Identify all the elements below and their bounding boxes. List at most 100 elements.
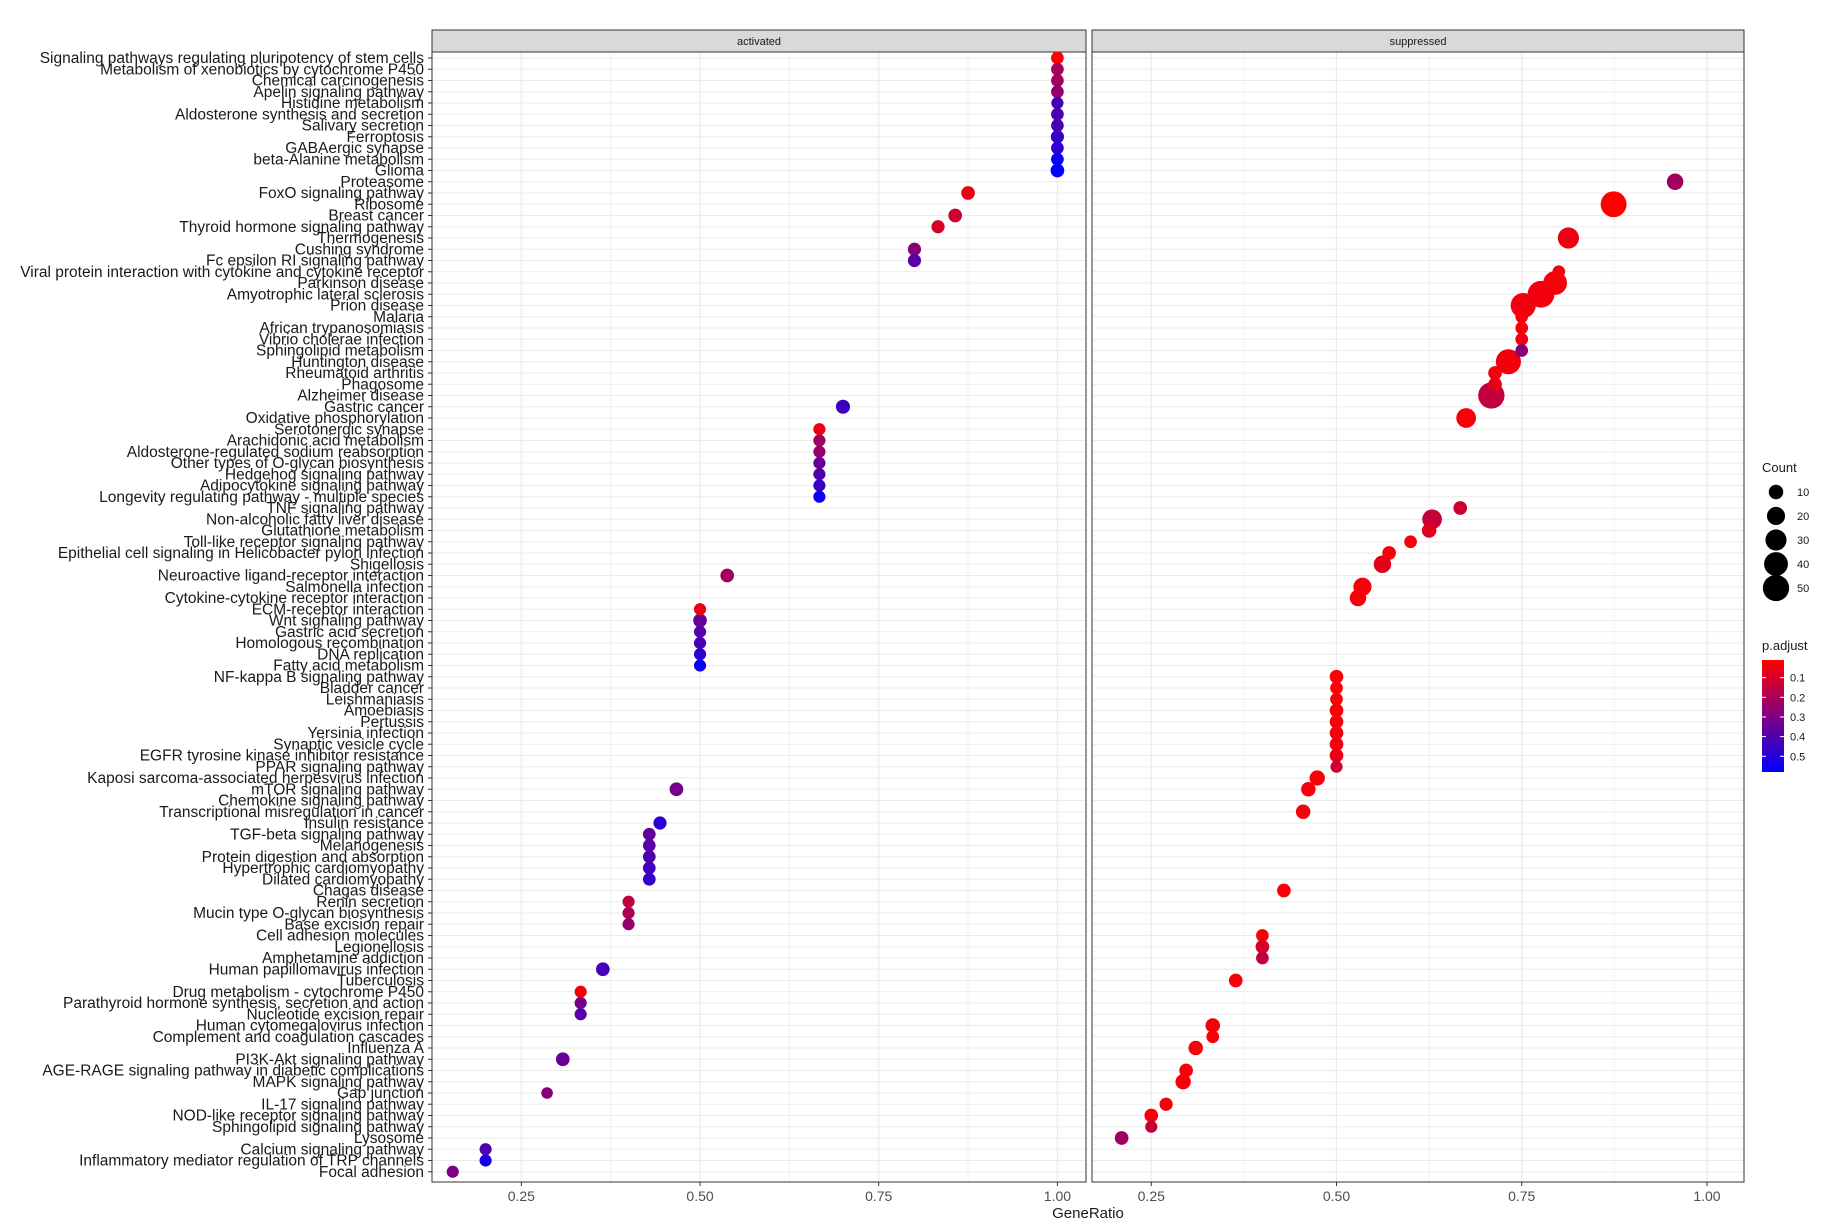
category-label: Amyotrophic lateral sclerosis <box>227 286 425 303</box>
data-point <box>961 186 975 200</box>
category-label: Fc epsilon RI signaling pathway <box>206 253 424 270</box>
category-label: Chemokine signaling pathway <box>218 793 424 810</box>
category-label: Prion disease <box>330 298 424 315</box>
category-label: Salivary secretion <box>302 118 424 135</box>
data-point <box>1051 141 1064 155</box>
p-adjust-legend-title: p.adjust <box>1762 638 1808 653</box>
category-label: NOD-like receptor signaling pathway <box>172 1108 424 1125</box>
category-label: Transcriptional misregulation in cancer <box>159 804 424 821</box>
data-point <box>1188 1040 1203 1056</box>
data-point <box>1600 191 1627 218</box>
data-point <box>1453 501 1468 515</box>
data-point <box>1051 74 1064 87</box>
data-point <box>693 659 707 672</box>
category-label: Hedgehog signaling pathway <box>225 466 424 483</box>
category-label: Wnt signaling pathway <box>269 613 424 630</box>
data-point <box>1228 973 1243 988</box>
count-legend-label: 30 <box>1797 535 1809 547</box>
data-point <box>1329 669 1344 684</box>
category-label: GABAergic synapse <box>285 140 424 157</box>
category-label: Oxidative phosphorylation <box>246 410 424 427</box>
data-point <box>1295 804 1311 820</box>
data-point <box>1301 781 1316 797</box>
data-point <box>1205 1018 1221 1033</box>
category-label: Other types of O-glycan biosynthesis <box>171 455 425 472</box>
category-label: Base excision repair <box>284 916 424 933</box>
x-tick-label: 1.00 <box>1693 1188 1720 1204</box>
category-label: Synaptic vesicle cycle <box>273 736 424 753</box>
category-label: African trypanosomiasis <box>259 320 424 337</box>
panel-background <box>432 52 1086 1182</box>
data-point <box>622 918 635 931</box>
category-label: Thyroid hormone signaling pathway <box>179 219 424 236</box>
category-label: Gap junction <box>337 1085 424 1102</box>
category-label: Pertussis <box>360 714 424 731</box>
data-point <box>1051 85 1064 99</box>
data-point <box>1329 714 1344 729</box>
data-point <box>1515 344 1529 357</box>
category-label: Ribosome <box>354 196 424 213</box>
data-point <box>1373 555 1392 573</box>
p-adjust-colorbar <box>1762 660 1784 772</box>
data-point <box>1051 96 1064 110</box>
category-label: Thermogenesis <box>317 230 424 247</box>
category-label: ECM-receptor interaction <box>252 601 424 618</box>
category-label: Toll-like receptor signaling pathway <box>184 534 425 551</box>
x-axis-title: GeneRatio <box>1052 1205 1124 1222</box>
facet-panels: activated suppressed <box>431 29 1745 1183</box>
data-point <box>1330 681 1343 695</box>
data-point <box>1256 951 1269 965</box>
data-point <box>1456 408 1477 428</box>
data-point <box>1329 726 1344 740</box>
data-point <box>1309 770 1325 786</box>
data-point <box>813 479 826 492</box>
data-point <box>1051 119 1064 132</box>
count-legend-label: 10 <box>1797 487 1809 499</box>
data-point <box>1051 107 1064 121</box>
category-label: Proteasome <box>340 174 424 191</box>
data-point <box>1051 62 1064 76</box>
data-point <box>479 1143 492 1156</box>
category-label: Inflammatory mediator regulation of TRP … <box>79 1153 424 1170</box>
data-point <box>1515 321 1529 335</box>
category-label: Cushing syndrome <box>295 241 424 258</box>
count-legend-key <box>1762 574 1790 602</box>
count-legend-key <box>1765 529 1787 551</box>
category-label: PPAR signaling pathway <box>255 759 424 776</box>
category-label: Drug metabolism - cytochrome P450 <box>172 984 424 1001</box>
p-adjust-legend-label: 0.2 <box>1790 692 1805 704</box>
category-label: beta-Alanine metabolism <box>253 151 424 168</box>
category-label: Mucin type O-glycan biosynthesis <box>193 905 424 922</box>
p-adjust-legend-label: 0.1 <box>1790 673 1805 685</box>
data-point <box>1495 349 1521 375</box>
category-label: Hypertrophic cardiomyopathy <box>222 860 424 877</box>
category-label: Focal adhesion <box>319 1164 424 1181</box>
data-point <box>1382 546 1396 560</box>
category-label: Apelin signaling pathway <box>253 84 424 101</box>
data-point <box>1515 310 1529 324</box>
data-point <box>1145 1120 1158 1133</box>
count-legend-title: Count <box>1762 460 1797 475</box>
category-label: Sphingolipid metabolism <box>256 343 424 360</box>
data-point <box>1159 1097 1173 1111</box>
facet-panel-suppressed: suppressed <box>1091 29 1745 1183</box>
category-label: Serotonergic synapse <box>274 421 424 438</box>
data-point <box>813 490 826 503</box>
data-point <box>1050 130 1065 144</box>
data-point <box>653 816 667 830</box>
data-point <box>446 1165 459 1178</box>
category-label: Cell adhesion molecules <box>256 928 424 945</box>
category-label: Arachidonic acid metabolism <box>227 433 424 450</box>
category-label: Ferroptosis <box>346 129 424 146</box>
category-label: Tuberculosis <box>337 973 425 990</box>
category-label: Bladder cancer <box>320 680 424 697</box>
data-point <box>1557 227 1579 249</box>
category-label: Human papillomavirus infection <box>209 961 424 978</box>
category-label: Signaling pathways regulating pluripoten… <box>40 50 425 67</box>
data-point <box>1552 265 1566 279</box>
data-point <box>813 445 826 458</box>
category-label: Glutathione metabolism <box>261 523 424 540</box>
category-label: mTOR signaling pathway <box>251 781 424 798</box>
category-label: Salmonella infection <box>285 579 424 596</box>
